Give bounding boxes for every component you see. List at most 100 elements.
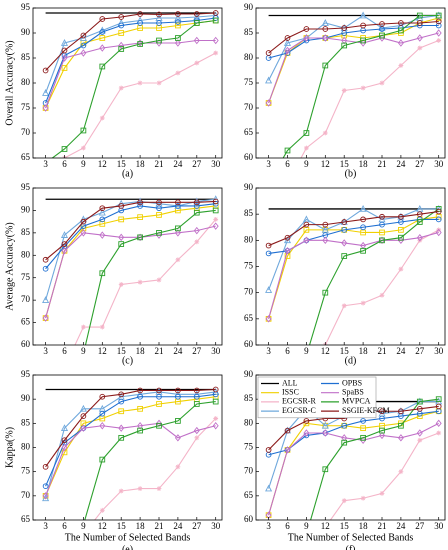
- y-tick-label: 80: [21, 77, 31, 87]
- marker: [416, 20, 423, 26]
- marker: [118, 30, 125, 36]
- marker: [379, 32, 385, 39]
- marker: [99, 270, 106, 277]
- marker: [61, 247, 68, 255]
- marker: [156, 199, 162, 206]
- marker: [80, 49, 87, 57]
- marker: [266, 542, 271, 547]
- plot: [265, 11, 443, 186]
- x-tick-label: 18: [359, 521, 369, 531]
- legend-label: SSGIE-KFCM: [342, 406, 390, 415]
- marker: [360, 434, 366, 441]
- marker: [416, 211, 423, 218]
- x-tick-label: 15: [340, 346, 350, 356]
- x-tick-label: 24: [396, 346, 406, 356]
- marker: [303, 26, 310, 32]
- marker: [193, 226, 200, 235]
- marker: [322, 62, 329, 69]
- marker: [416, 405, 423, 412]
- marker: [118, 233, 125, 242]
- marker: [42, 89, 50, 96]
- x-axis-label: The Number of Selected Bands: [288, 532, 414, 543]
- x-tick-label: 24: [173, 346, 183, 356]
- marker: [435, 12, 442, 19]
- x-axis-label: The Number of Selected Bands: [65, 532, 191, 543]
- series-line: [300, 39, 439, 158]
- y-axis-label: Overall Accuracy(%): [4, 40, 15, 125]
- marker: [212, 207, 219, 214]
- marker: [99, 216, 106, 223]
- marker: [417, 45, 423, 51]
- marker: [379, 408, 385, 415]
- marker: [175, 70, 181, 76]
- x-tick-label: 9: [304, 159, 309, 169]
- marker: [80, 229, 87, 237]
- marker: [398, 422, 404, 429]
- series-line: [268, 422, 439, 516]
- marker: [341, 303, 347, 309]
- marker: [137, 486, 143, 491]
- marker: [62, 365, 67, 370]
- y-tick-label: 90: [21, 204, 31, 214]
- marker: [398, 63, 404, 68]
- marker: [42, 494, 50, 502]
- y-tick-label: 75: [244, 442, 254, 452]
- marker: [80, 424, 87, 432]
- y-tick-label: 80: [244, 52, 254, 62]
- marker: [156, 11, 162, 18]
- marker: [61, 437, 68, 444]
- x-tick-label: 24: [396, 521, 406, 531]
- y-tick-label: 90: [21, 393, 31, 403]
- marker: [81, 145, 86, 151]
- y-tick-label: 65: [21, 152, 31, 162]
- marker: [118, 408, 125, 415]
- marker: [322, 130, 328, 136]
- y-tick-label: 70: [21, 490, 31, 500]
- series-line: [51, 19, 216, 158]
- series-line: [268, 211, 439, 247]
- x-tick-label: 12: [321, 346, 330, 356]
- marker: [322, 289, 329, 296]
- marker: [379, 213, 385, 220]
- plot-frame: [32, 7, 223, 159]
- marker: [379, 229, 385, 236]
- series-line: [45, 422, 216, 497]
- marker: [42, 67, 49, 74]
- marker: [379, 431, 385, 440]
- marker: [174, 14, 182, 21]
- marker: [118, 434, 125, 441]
- marker: [398, 20, 404, 26]
- legend-label: ALL: [282, 378, 298, 387]
- marker: [341, 239, 348, 247]
- x-tick-label: 27: [192, 346, 202, 356]
- y-tick-label: 95: [21, 2, 31, 12]
- marker: [99, 205, 106, 212]
- marker: [212, 10, 219, 16]
- x-tick-label: 30: [211, 521, 221, 531]
- marker: [341, 88, 347, 93]
- x-tick-label: 6: [62, 346, 67, 356]
- marker: [193, 199, 200, 206]
- marker: [60, 231, 69, 238]
- marker: [360, 495, 366, 501]
- marker: [137, 80, 143, 86]
- x-tick-label: 27: [415, 521, 425, 531]
- y-tick-label: 75: [21, 102, 31, 112]
- marker: [194, 435, 200, 441]
- y-tick-label: 65: [21, 514, 31, 524]
- marker: [266, 181, 271, 186]
- marker: [137, 41, 143, 47]
- series-line: [45, 396, 216, 497]
- marker: [360, 300, 366, 306]
- marker: [137, 234, 143, 241]
- marker: [341, 219, 348, 225]
- y-tick-label: 70: [244, 102, 254, 112]
- marker: [341, 422, 348, 429]
- x-tick-label: 6: [285, 159, 290, 169]
- x-tick-label: 30: [211, 159, 221, 169]
- marker: [360, 224, 366, 231]
- marker: [98, 208, 106, 216]
- marker: [436, 38, 442, 43]
- marker: [61, 146, 68, 152]
- series-line: [45, 200, 216, 261]
